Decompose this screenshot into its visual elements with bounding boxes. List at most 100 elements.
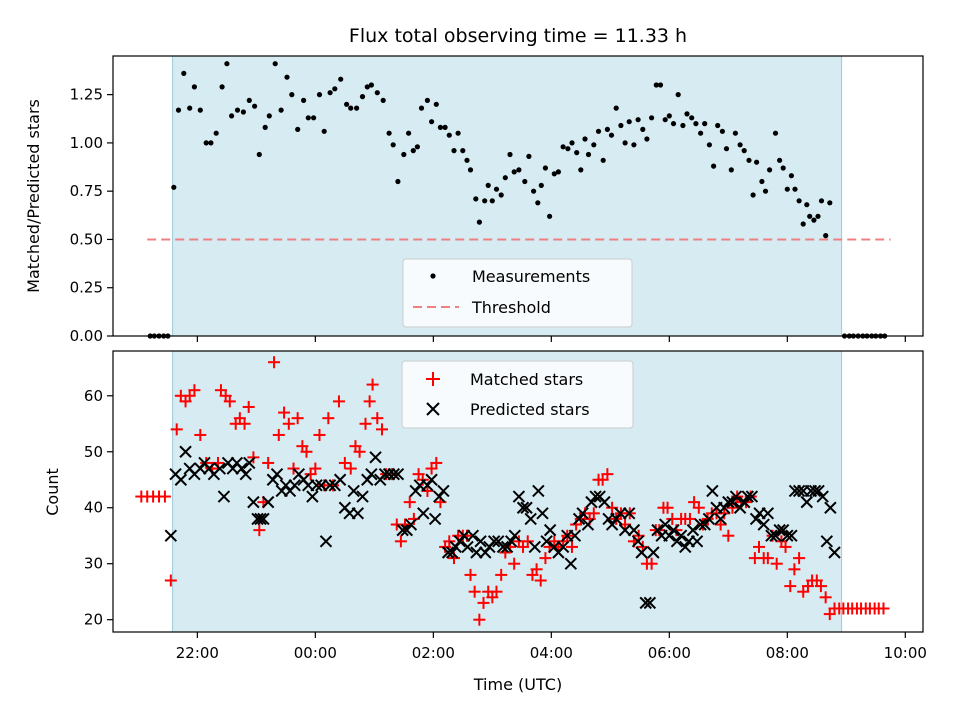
matched-stars-point [194,428,207,441]
time-x-tick-label: 08:00 [766,644,809,662]
x-axis-label: Time (UTC) [473,675,562,694]
matched-stars-point [242,400,255,413]
measurement-point [626,119,632,125]
matched-stars-points [135,356,890,626]
measurement-point [618,122,624,129]
predicted-stars-point [635,546,648,559]
time-x-tick-label: 06:00 [648,644,691,662]
matched-stars-point [534,574,547,587]
ratio-y-tick-label: 1.00 [70,134,103,152]
count-y-tick-label: 60 [84,387,103,405]
measurement-point [706,142,713,148]
predicted-stars-point [409,484,422,498]
predicted-stars-point [556,540,570,554]
measurement-point [171,184,177,190]
matched-stars-point [338,456,351,469]
measurement-point [311,115,317,121]
measurement-point [737,142,743,148]
matched-stars-point [752,540,765,553]
predicted-stars-points [164,445,841,610]
measurement-point [175,107,182,113]
measurement-point [507,151,513,158]
predicted-stars-point [738,495,751,509]
predicted-stars-point [614,507,627,520]
ratio-panel-frame [112,55,924,337]
predicted-stars-point [651,523,664,537]
legend-predicted-label: Predicted stars [470,400,590,419]
time-x-tick-label: 10:00 [884,644,927,662]
measurement-point [455,130,461,136]
measurement-point [526,153,532,159]
matched-stars-point [332,395,345,408]
predicted-stars-point [194,462,207,475]
matched-stars-point [495,568,508,581]
predicted-stars-point [726,495,739,509]
time-x-tick-label: 02:00 [412,644,455,662]
predicted-stars-point [500,540,514,554]
measurement-point [675,92,681,98]
predicted-stars-point [733,501,747,514]
measurement-point [485,182,491,188]
predicted-stars-point [572,512,586,526]
predicted-stars-point [773,523,786,537]
measurement-point [446,132,452,138]
time-x-ticks: 22:00 00:00 02:00 04:00 06:00 08:00 10:00 [176,632,927,662]
measurement-point [380,97,386,103]
matched-stars-point [714,518,727,531]
measurement-point [395,178,401,185]
measurement-point [424,97,430,103]
time-x-tick-label: 04:00 [530,644,573,662]
measurement-point [252,103,258,109]
count-y-tick-label: 20 [84,611,103,629]
predicted-stars-point [528,540,542,554]
measurement-point [649,115,655,121]
predicted-stars-point [217,490,231,503]
matched-stars-point [164,574,177,587]
matched-stars-point [359,417,372,430]
predicted-stars-point [627,523,641,537]
predicted-stars-point [315,479,328,492]
matched-stars-point [601,468,614,481]
predicted-stars-point [266,473,280,486]
predicted-stars-point [288,479,301,492]
predicted-stars-point [449,540,462,554]
measurement-point [823,233,829,239]
measurement-point [482,198,488,204]
predicted-stars-point [421,479,434,492]
measurement-point [631,142,637,148]
predicted-stars-point [769,529,782,542]
predicted-stars-point [356,490,369,503]
predicted-stars-point [254,512,267,526]
measurement-point [767,167,773,173]
matched-stars-point [170,423,183,436]
predicted-stars-point [745,490,759,503]
matched-stars-point [645,557,658,570]
measurement-point [807,213,813,219]
predicted-stars-point [441,546,455,559]
measurement-point [585,151,592,158]
matched-stars-point [344,462,357,475]
ratio-x-ticks [196,336,906,342]
measurement-point [759,178,765,185]
predicted-stars-point [631,535,645,548]
predicted-stars-point [698,518,711,531]
measurement-point [698,130,704,136]
predicted-stars-point [679,540,692,554]
count-y-tick-label: 50 [84,443,103,461]
predicted-stars-point [568,529,582,542]
measurement-point [516,167,522,173]
measurement-point [187,105,193,111]
matched-stars-point [565,540,578,553]
predicted-stars-point [717,501,731,514]
measurement-point [693,121,699,127]
measurement-point [493,186,500,192]
measurement-point [473,196,479,202]
predicted-stars-point [487,535,501,548]
measurement-point [578,167,584,173]
measurement-point [406,130,412,136]
matched-stars-point [363,395,376,408]
measurement-point [670,121,677,127]
matched-stars-point [394,535,407,548]
matched-stars-point [784,580,797,593]
predicted-stars-point [391,467,405,481]
